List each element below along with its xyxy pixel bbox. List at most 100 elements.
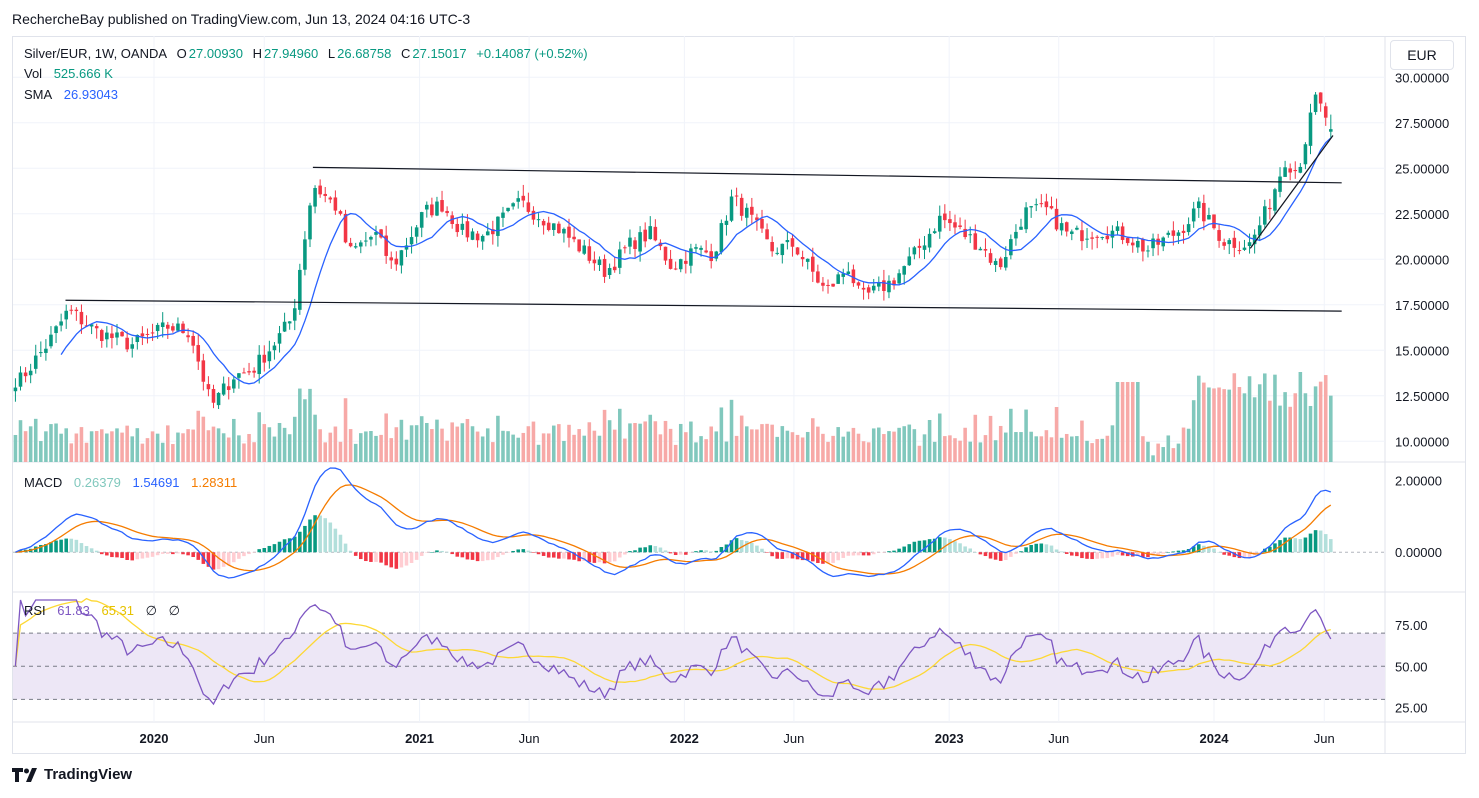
sma-label[interactable]: SMA bbox=[24, 87, 53, 102]
macd-histogram-bar bbox=[1136, 552, 1140, 557]
volume-bar bbox=[744, 426, 749, 462]
volume-bar bbox=[694, 442, 698, 462]
candle-body bbox=[587, 246, 592, 261]
volume-bar bbox=[714, 431, 719, 462]
macd-histogram-bar bbox=[1054, 549, 1059, 553]
candle-body bbox=[120, 331, 124, 337]
volume-bar bbox=[125, 425, 129, 462]
macd-histogram-bar bbox=[587, 552, 592, 563]
macd-histogram-bar bbox=[932, 538, 937, 553]
high-value: 27.94960 bbox=[264, 46, 319, 61]
macd-histogram-bar bbox=[1298, 538, 1303, 553]
candle-body bbox=[470, 231, 475, 240]
trendline-upper bbox=[312, 166, 1342, 184]
volume-bar bbox=[932, 441, 937, 462]
volume-bar bbox=[1009, 408, 1013, 462]
volume-bar bbox=[612, 429, 617, 462]
footer-brand[interactable]: TradingView bbox=[12, 766, 132, 783]
macd-histogram-bar bbox=[775, 552, 780, 559]
candle-body bbox=[1227, 240, 1232, 245]
macd-histogram-bar bbox=[1166, 552, 1171, 553]
candle-body bbox=[826, 284, 830, 286]
volume-bar bbox=[897, 427, 901, 462]
candle-body bbox=[998, 258, 1003, 268]
volume-bar bbox=[587, 422, 592, 462]
volume-bar bbox=[348, 429, 353, 462]
macd-histogram-bar bbox=[917, 540, 922, 553]
candle-body bbox=[633, 240, 637, 249]
candle-body bbox=[1263, 206, 1267, 225]
volume-bar bbox=[673, 444, 678, 462]
volume-bar bbox=[99, 429, 104, 462]
rsi-extra-value-2: ∅ bbox=[168, 603, 180, 618]
volume-bar bbox=[831, 435, 835, 462]
volume-bar bbox=[592, 430, 597, 462]
macd-histogram-bar bbox=[221, 552, 226, 567]
volume-bar bbox=[836, 427, 840, 462]
macd-histogram-bar bbox=[887, 551, 891, 553]
macd-histogram-bar bbox=[1161, 552, 1165, 554]
candle-body bbox=[770, 241, 774, 252]
candle-body bbox=[440, 200, 444, 212]
candle-body bbox=[678, 259, 683, 270]
macd-histogram-bar bbox=[272, 544, 277, 553]
volume-bar bbox=[1186, 428, 1191, 462]
volume-bar bbox=[201, 416, 206, 462]
macd-histogram-bar bbox=[84, 546, 89, 553]
macd-histogram-bar bbox=[145, 552, 150, 558]
volume-bar bbox=[775, 436, 780, 462]
volume-bar bbox=[1329, 395, 1333, 462]
macd-histogram-bar bbox=[663, 550, 668, 553]
volume-bar bbox=[1171, 448, 1176, 462]
candle-body bbox=[765, 229, 769, 240]
macd-histogram-bar bbox=[99, 552, 104, 555]
rsi-ma-value: 65.31 bbox=[101, 603, 135, 618]
candle-body bbox=[1247, 242, 1252, 247]
candle-body bbox=[110, 333, 114, 339]
macd-histogram-bar bbox=[1110, 552, 1115, 557]
macd-histogram-bar bbox=[526, 550, 531, 553]
candle-body bbox=[206, 384, 211, 390]
candle-body bbox=[13, 387, 18, 392]
volume-bar bbox=[633, 423, 637, 462]
macd-histogram-bar bbox=[562, 552, 566, 559]
macd-label[interactable]: MACD bbox=[24, 475, 63, 490]
rsi-tick-label: 75.00 bbox=[1395, 618, 1428, 633]
candle-body bbox=[1181, 230, 1186, 233]
macd-histogram-bar bbox=[257, 549, 261, 553]
macd-histogram-bar bbox=[460, 552, 465, 558]
currency-selector[interactable]: EUR bbox=[1390, 40, 1454, 70]
macd-histogram-bar bbox=[536, 552, 541, 555]
volume-bar bbox=[653, 421, 658, 462]
volume-bar bbox=[1318, 381, 1323, 462]
macd-tick-label: 2.00000 bbox=[1395, 474, 1442, 489]
chart-frame[interactable] bbox=[12, 36, 1466, 754]
price-tick-label: 20.00000 bbox=[1395, 252, 1449, 267]
volume-bar bbox=[450, 422, 454, 462]
volume-bar bbox=[13, 434, 18, 462]
macd-line bbox=[15, 467, 1332, 579]
rsi-extra-value-1: ∅ bbox=[145, 603, 157, 618]
volume-bar bbox=[333, 426, 338, 462]
candle-body bbox=[1024, 207, 1028, 230]
macd-histogram-bar bbox=[216, 552, 221, 570]
macd-histogram-bar bbox=[1191, 546, 1196, 553]
volume-bar bbox=[465, 418, 470, 462]
volume-bar bbox=[1095, 439, 1099, 462]
volume-bar bbox=[262, 424, 267, 462]
candle-body bbox=[937, 215, 942, 232]
rsi-label[interactable]: RSI bbox=[24, 603, 46, 618]
volume-bar bbox=[160, 442, 165, 462]
candle-body bbox=[602, 258, 607, 277]
macd-histogram-bar bbox=[171, 552, 175, 555]
volume-bar bbox=[937, 413, 942, 462]
volume-bar bbox=[303, 399, 307, 462]
volume-bar bbox=[480, 436, 485, 462]
volume-bar bbox=[89, 431, 94, 462]
symbol-label[interactable]: Silver/EUR, 1W, OANDA bbox=[24, 46, 168, 61]
macd-histogram-bar bbox=[1318, 530, 1323, 553]
volume-label[interactable]: Vol bbox=[24, 66, 43, 81]
macd-histogram-bar bbox=[892, 550, 896, 553]
volume-bar bbox=[658, 434, 663, 462]
